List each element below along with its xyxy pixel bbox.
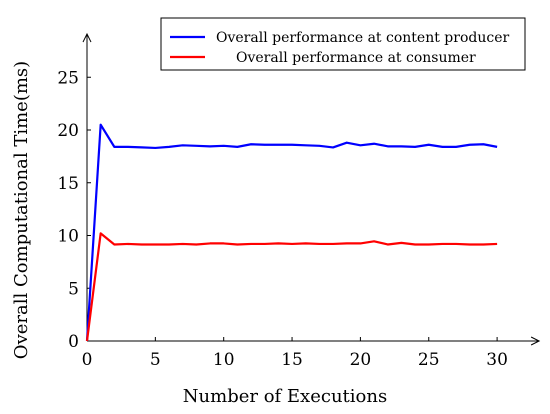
x-axis-label: Number of Executions	[183, 386, 387, 407]
legend-label-consumer: Overall performance at consumer	[236, 50, 476, 66]
ticks: 0 5 10 15 20 25 30 0 5 10 15 20 25	[57, 68, 508, 370]
x-tick-label: 0	[82, 350, 93, 370]
x-tick-label: 20	[350, 350, 372, 370]
axes	[82, 32, 541, 346]
y-axis-label: Overall Computational Time(ms)	[11, 61, 32, 359]
y-tick-label: 5	[68, 279, 79, 299]
y-tick-label: 15	[57, 174, 79, 194]
legend-label-producer: Overall performance at content producer	[216, 30, 509, 46]
y-tick-label: 0	[68, 332, 79, 352]
x-tick-label: 25	[418, 350, 440, 370]
x-tick-label: 30	[486, 350, 508, 370]
y-tick-label: 20	[57, 121, 79, 141]
y-axis-arrow	[82, 32, 92, 43]
series-line-content-producer	[85, 123, 498, 342]
y-tick-label: 10	[57, 227, 79, 247]
legend-box	[160, 17, 526, 71]
legend: Overall performance at content producer …	[160, 17, 526, 71]
x-tick-label: 15	[281, 350, 303, 370]
y-tick-label: 25	[57, 68, 79, 88]
series-line-consumer	[85, 232, 498, 342]
x-axis-arrow	[530, 336, 541, 346]
series-lines	[85, 123, 498, 342]
x-tick-label: 10	[213, 350, 235, 370]
x-tick-label: 5	[150, 350, 161, 370]
